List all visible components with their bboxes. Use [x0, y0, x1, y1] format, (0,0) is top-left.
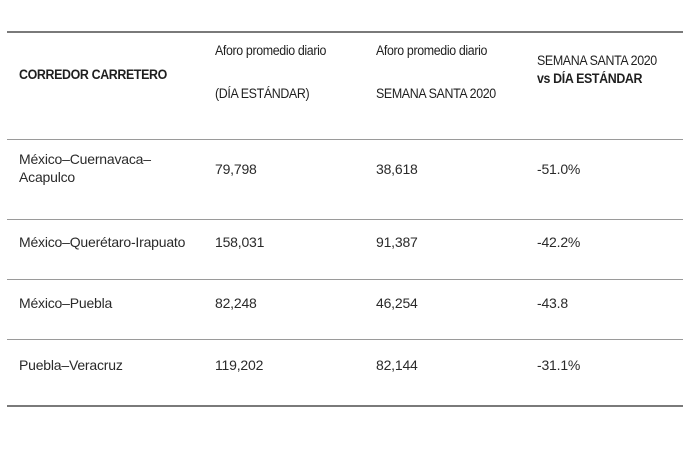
row-1-corridor-line1: México–Cuernavaca–	[19, 151, 151, 167]
row-3-change: -43.8	[537, 295, 568, 311]
row-divider	[7, 339, 683, 340]
header-standard-line2: (DÍA ESTÁNDAR)	[215, 86, 310, 101]
row-1-change: -51.0%	[537, 161, 581, 177]
row-1-easter: 38,618	[376, 161, 418, 177]
header-corridor: CORREDOR CARRETERO	[19, 67, 167, 82]
row-4-corridor: Puebla–Veracruz	[19, 357, 123, 373]
row-4-easter: 82,144	[376, 357, 418, 373]
row-divider	[7, 279, 683, 280]
row-2-easter: 91,387	[376, 234, 418, 250]
row-divider	[7, 219, 683, 220]
row-2-standard: 158,031	[215, 234, 265, 250]
header-change-line2: vs DÍA ESTÁNDAR	[537, 71, 643, 86]
row-3-easter: 46,254	[376, 295, 418, 311]
header-bottom-rule	[7, 139, 683, 140]
header-easter-line2: SEMANA SANTA 2020	[376, 86, 496, 101]
row-1-standard: 79,798	[215, 161, 257, 177]
row-4-change: -31.1%	[537, 357, 581, 373]
row-1-corridor-line2: Acapulco	[19, 169, 75, 185]
table-top-rule	[7, 31, 683, 33]
row-4-standard: 119,202	[215, 357, 264, 373]
header-change-line1: SEMANA SANTA 2020	[537, 53, 657, 68]
row-2-change: -42.2%	[537, 234, 581, 250]
row-3-standard: 82,248	[215, 295, 257, 311]
header-easter-line1: Aforo promedio diario	[376, 43, 488, 58]
table-bottom-rule	[7, 405, 683, 407]
row-2-corridor: México–Querétaro-Irapuato	[19, 234, 186, 250]
header-standard-line1: Aforo promedio diario	[215, 43, 327, 58]
row-3-corridor: México–Puebla	[19, 295, 113, 311]
